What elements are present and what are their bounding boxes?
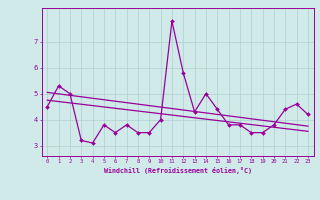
X-axis label: Windchill (Refroidissement éolien,°C): Windchill (Refroidissement éolien,°C) <box>104 167 252 174</box>
